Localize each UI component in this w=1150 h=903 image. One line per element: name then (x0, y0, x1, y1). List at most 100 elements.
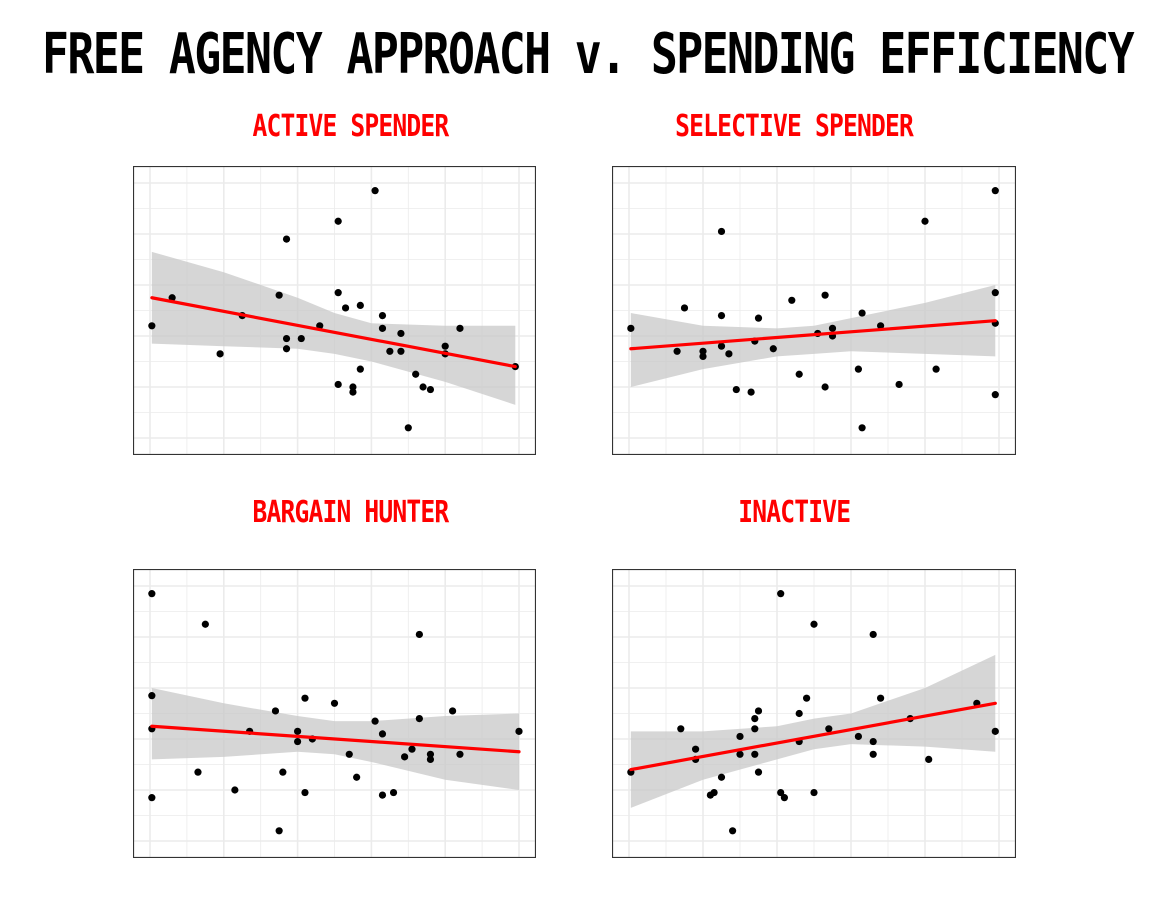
data-point (349, 388, 357, 396)
data-point (677, 725, 685, 733)
data-point (334, 217, 342, 225)
data-point (356, 365, 364, 373)
panel-title-inactive: INACTIVE (738, 495, 851, 530)
data-point (821, 383, 829, 391)
data-point (216, 350, 224, 358)
data-point (456, 750, 464, 758)
plot-border (612, 569, 1016, 858)
data-point (282, 345, 291, 353)
data-point (168, 294, 176, 302)
data-point (699, 352, 707, 360)
data-point (754, 314, 763, 322)
plot-border (133, 569, 536, 858)
data-point (732, 385, 740, 394)
data-point (680, 304, 689, 312)
data-point (869, 750, 877, 758)
panel-title-bargain-hunter: BARGAIN HUNTER (252, 495, 449, 530)
data-point (515, 727, 523, 735)
data-point (275, 827, 283, 835)
data-point (397, 347, 405, 355)
data-point (356, 301, 364, 309)
data-point (869, 630, 877, 639)
data-point (279, 768, 287, 776)
confidence-band (151, 251, 516, 405)
data-point (148, 794, 156, 802)
data-point (751, 725, 759, 733)
data-point (699, 347, 707, 355)
data-point (404, 424, 412, 432)
data-point (294, 727, 302, 735)
data-point (854, 732, 862, 741)
data-point (869, 737, 877, 746)
data-point (877, 694, 885, 702)
data-point (408, 745, 416, 753)
data-point (415, 715, 423, 723)
data-point (426, 755, 435, 763)
data-point (736, 732, 744, 741)
data-point (378, 730, 387, 738)
data-point (441, 342, 449, 350)
data-point (275, 291, 283, 299)
data-point (991, 289, 999, 297)
data-point (378, 324, 387, 332)
plot-border (612, 166, 1016, 455)
data-point (895, 380, 903, 389)
data-point (788, 296, 796, 304)
data-point (371, 717, 379, 725)
data-point (271, 707, 280, 715)
data-point (858, 424, 866, 432)
data-point (378, 791, 387, 799)
data-point (419, 383, 427, 391)
data-point (991, 391, 999, 399)
scatter-panel-selective-spender (612, 166, 1016, 455)
scatter-panel-inactive (612, 569, 1016, 858)
data-point (717, 227, 726, 236)
data-point (717, 342, 726, 350)
data-point (627, 324, 635, 332)
data-point (231, 786, 239, 794)
data-point (810, 788, 818, 797)
data-point (448, 707, 457, 715)
data-point (692, 745, 700, 753)
data-point (803, 694, 811, 702)
data-point (301, 788, 309, 797)
data-point (673, 347, 681, 355)
data-point (710, 788, 718, 797)
data-point (345, 750, 353, 758)
data-point (751, 750, 759, 758)
data-point (148, 590, 156, 598)
data-point (828, 324, 837, 332)
data-point (334, 289, 342, 297)
data-point (371, 187, 379, 195)
data-point (751, 715, 759, 723)
plot-border (133, 166, 536, 455)
data-point (401, 753, 409, 761)
data-point (301, 694, 309, 702)
data-point (991, 187, 999, 195)
trend-line (150, 724, 521, 754)
data-point (349, 383, 357, 391)
scatter-panel-active-spender (133, 166, 536, 455)
data-point (821, 291, 829, 299)
data-point (378, 312, 387, 320)
panel-title-active-spender: ACTIVE SPENDER (252, 109, 449, 144)
data-point (148, 322, 156, 330)
data-point (282, 334, 291, 343)
data-point (415, 630, 423, 639)
data-point (777, 788, 785, 797)
data-point (426, 385, 435, 394)
data-point (780, 794, 788, 802)
data-point (854, 365, 862, 373)
data-point (717, 312, 726, 320)
data-point (736, 750, 744, 758)
data-point (341, 304, 350, 312)
data-point (921, 217, 929, 225)
data-point (754, 768, 763, 776)
data-point (148, 692, 156, 700)
confidence-band (630, 654, 996, 808)
data-points (627, 187, 999, 432)
panel-title-selective-spender: SELECTIVE SPENDER (675, 109, 914, 144)
trend-line (629, 319, 997, 351)
data-point (858, 309, 866, 317)
data-points (627, 590, 999, 835)
